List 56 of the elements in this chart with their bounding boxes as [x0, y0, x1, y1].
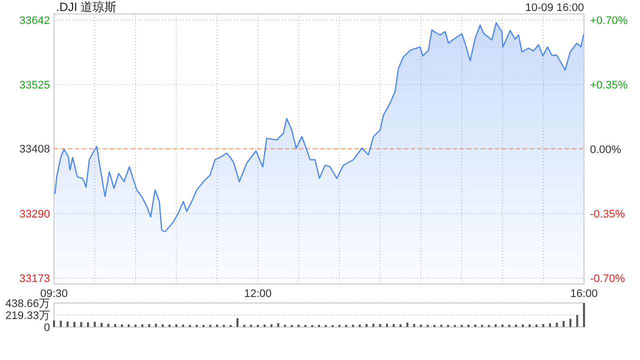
- y-tick-label: 33173: [19, 272, 50, 285]
- bar: [128, 324, 130, 327]
- y-tick-label: 33525: [19, 79, 50, 92]
- bar: [148, 324, 150, 327]
- bar: [406, 322, 408, 327]
- bar: [107, 324, 110, 327]
- bar: [154, 324, 157, 327]
- bar: [80, 322, 82, 327]
- bar: [270, 324, 272, 327]
- y2-tick-label: +0.70%: [590, 15, 628, 28]
- bar: [413, 324, 416, 327]
- bar: [175, 324, 178, 327]
- bar: [120, 324, 123, 327]
- bar: [494, 324, 497, 327]
- bar: [277, 323, 280, 327]
- bar: [583, 303, 585, 327]
- bar: [386, 324, 388, 327]
- bar: [562, 320, 565, 327]
- bar: [60, 320, 62, 327]
- bar: [73, 322, 76, 327]
- bar: [542, 324, 544, 327]
- y-tick-label: 438.66万: [5, 298, 50, 310]
- y-tick-label: 219.33万: [5, 310, 50, 322]
- y2-tick-label: -0.70%: [590, 272, 626, 285]
- x-tick-label: 16:00: [570, 288, 598, 300]
- bar: [522, 324, 524, 327]
- bar: [66, 322, 69, 327]
- bar: [162, 324, 164, 327]
- bar: [100, 322, 103, 327]
- bar: [379, 324, 382, 327]
- bar: [549, 323, 552, 327]
- y2-tick-label: -0.35%: [590, 208, 626, 220]
- bar: [366, 324, 368, 327]
- x-tick-label: 12:00: [244, 288, 272, 300]
- text: 10-09 16:00: [525, 2, 584, 14]
- bar: [141, 324, 144, 327]
- bar: [236, 318, 238, 327]
- y2-tick-label: +0.35%: [590, 80, 628, 92]
- bar: [114, 324, 116, 327]
- bar: [392, 324, 395, 327]
- bar: [569, 318, 572, 327]
- bar: [86, 322, 89, 327]
- bar: [576, 314, 578, 327]
- y-tick-label: 0: [44, 322, 50, 334]
- bar: [528, 324, 531, 327]
- bar: [556, 322, 558, 327]
- y-tick-label: 33408: [19, 144, 50, 156]
- y2-tick-label: 0.00%: [590, 144, 622, 156]
- bar: [372, 324, 374, 327]
- bar: [400, 324, 402, 327]
- y-tick-label: 33290: [19, 208, 50, 221]
- x-tick-label: 09:30: [40, 288, 68, 300]
- bar: [53, 320, 55, 327]
- bar: [94, 322, 96, 327]
- y-tick-label: 33642: [19, 15, 50, 28]
- chart-title: .DJI 道琼斯: [56, 0, 117, 14]
